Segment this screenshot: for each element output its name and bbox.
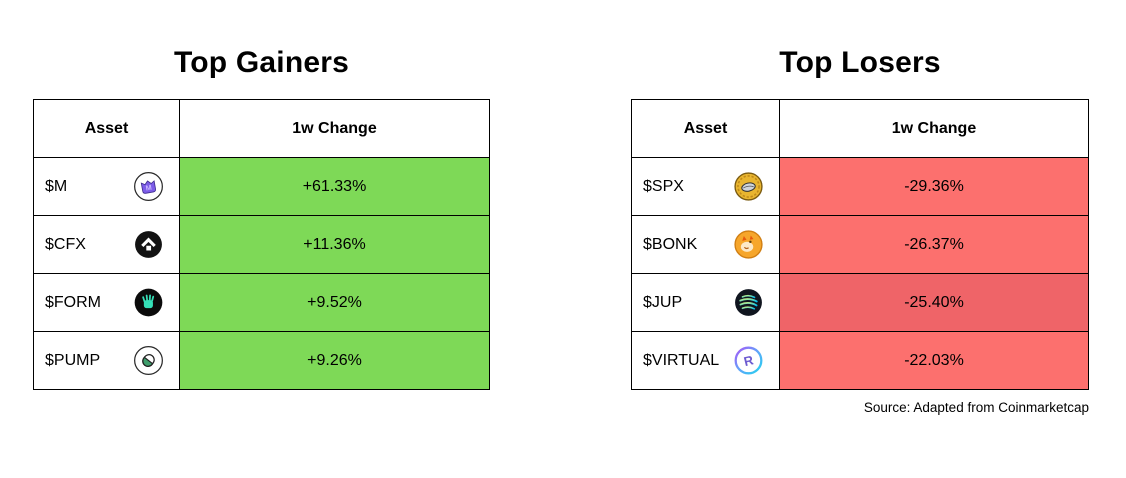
asset-cell: $BONK [631,215,780,274]
change-cell: -22.03% [779,331,1089,390]
change-column-header: 1w Change [179,99,490,158]
top-gainers-panel: Top Gainers Asset 1w Change $M M +61.33% $C… [33,44,490,390]
svg-text:R: R [742,352,755,369]
asset-cell: $CFX [33,215,180,274]
asset-cell: $JUP [631,273,780,332]
table-row: $VIRTUAL R -22.03% [631,331,1089,390]
table-row: $PUMP +9.26% [33,331,490,390]
top-gainers-title: Top Gainers [173,46,349,79]
change-cell: +11.36% [179,215,490,274]
table-row: $SPX -29.36% [631,157,1089,216]
header-row: Asset 1w Change [631,99,1089,158]
top-losers-table: Asset 1w Change $SPX -29.36% $BONK -26.37% $… [631,99,1089,390]
asset-ticker: $PUMP [45,351,101,369]
asset-ticker: $M [45,177,68,195]
asset-cell: $PUMP [33,331,180,390]
change-cell: +9.52% [179,273,490,332]
change-cell: +9.26% [179,331,490,390]
top-losers-title: Top Losers [779,46,941,79]
header-row: Asset 1w Change [33,99,490,158]
asset-ticker: $VIRTUAL [643,351,720,369]
change-column-header: 1w Change [779,99,1089,158]
pump-token-icon [133,345,164,376]
top-gainers-table: Asset 1w Change $M M +61.33% $CFX +11.36% $FO… [33,99,490,390]
top-losers-panel: Top Losers Asset 1w Change $SPX -29.36% $B… [631,44,1089,390]
table-row: $CFX +11.36% [33,215,490,274]
asset-cell: $FORM [33,273,180,332]
asset-cell: $SPX [631,157,780,216]
change-cell: +61.33% [179,157,490,216]
table-row: $BONK -26.37% [631,215,1089,274]
table-row: $M M +61.33% [33,157,490,216]
asset-ticker: $CFX [45,235,86,253]
asset-ticker: $BONK [643,235,698,253]
m-token-icon: M [133,171,164,202]
table-row: $FORM +9.52% [33,273,490,332]
virtual-token-icon: R [733,345,764,376]
asset-ticker: $FORM [45,293,101,311]
asset-cell: $M M [33,157,180,216]
asset-ticker: $JUP [643,293,683,311]
asset-cell: $VIRTUAL R [631,331,780,390]
bonk-token-icon [733,229,764,260]
change-cell: -26.37% [779,215,1089,274]
change-cell: -29.36% [779,157,1089,216]
spx-token-icon [733,171,764,202]
cfx-token-icon [133,229,164,260]
svg-text:M: M [145,183,152,193]
asset-column-header: Asset [33,99,180,158]
form-token-icon [133,287,164,318]
table-row: $JUP -25.40% [631,273,1089,332]
asset-ticker: $SPX [643,177,684,195]
asset-column-header: Asset [631,99,780,158]
change-cell: -25.40% [779,273,1089,332]
source-note: Source: Adapted from Coinmarketcap [863,400,1089,415]
jup-token-icon [733,287,764,318]
